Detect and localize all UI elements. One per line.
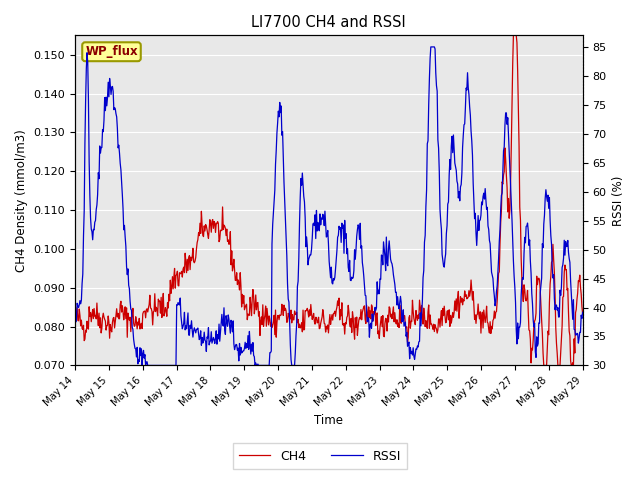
- RSSI: [71, 306, 79, 312]
- CH4: [184, 267, 192, 273]
- Legend: CH4, RSSI: CH4, RSSI: [233, 444, 407, 469]
- RSSI: [212, 335, 220, 341]
- X-axis label: Time: Time: [314, 414, 343, 427]
- RSSI: [81, 208, 88, 214]
- Y-axis label: RSSI (%): RSSI (%): [612, 175, 625, 226]
- RSSI: [132, 354, 140, 360]
- RSSI: [391, 281, 399, 287]
- CH4: [71, 312, 79, 318]
- RSSI: [579, 310, 586, 315]
- Y-axis label: CH4 Density (mmol/m3): CH4 Density (mmol/m3): [15, 129, 28, 272]
- CH4: [81, 338, 88, 344]
- CH4: [390, 319, 398, 324]
- RSSI: [138, 362, 146, 368]
- RSSI: [185, 332, 193, 338]
- Line: RSSI: RSSI: [75, 47, 582, 365]
- CH4: [540, 362, 548, 368]
- CH4: [579, 311, 586, 316]
- CH4: [405, 315, 413, 321]
- RSSI: [406, 356, 413, 361]
- CH4: [132, 319, 140, 325]
- RSSI: [427, 44, 435, 50]
- Text: WP_flux: WP_flux: [85, 45, 138, 58]
- CH4: [211, 220, 219, 226]
- CH4: [509, 33, 517, 38]
- Title: LI7700 CH4 and RSSI: LI7700 CH4 and RSSI: [252, 15, 406, 30]
- Line: CH4: CH4: [75, 36, 582, 365]
